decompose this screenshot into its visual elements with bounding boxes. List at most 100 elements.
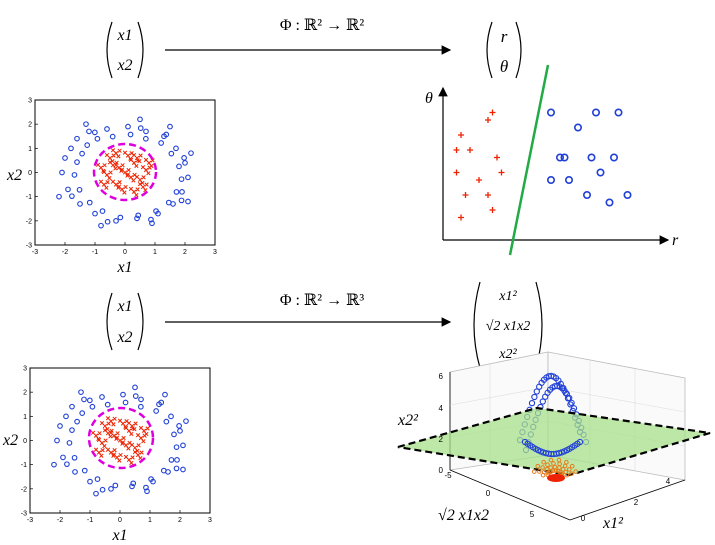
- red-point: [146, 171, 151, 176]
- red-point: [134, 192, 139, 198]
- red-point: [541, 459, 546, 465]
- r-axis-label: r: [672, 232, 679, 249]
- red-point: [96, 436, 101, 441]
- red-plus-point: [453, 169, 460, 176]
- blue-point: [143, 128, 149, 135]
- red-point: [134, 163, 139, 169]
- red-point: [123, 424, 128, 429]
- blue-point: [120, 391, 126, 398]
- blue-point: [86, 199, 93, 206]
- blue-point: [576, 438, 584, 446]
- mapping-label: Φ : ℝ² → ℝ³: [280, 292, 365, 309]
- y-tick-label: 1: [28, 146, 32, 153]
- blue-point: [180, 466, 186, 473]
- blue-point: [112, 482, 119, 489]
- blue-point: [562, 389, 569, 396]
- red-plus-point: [494, 154, 500, 161]
- mapping-label: Φ : ℝ² → ℝ²: [280, 17, 365, 34]
- row2-output-vector: x1² √2 x1x2 x2²: [473, 281, 543, 369]
- blue-point: [137, 125, 144, 131]
- theta-axis-label: θ: [425, 90, 433, 107]
- blue-point: [168, 413, 174, 420]
- red-point: [141, 439, 146, 444]
- blue-point: [122, 399, 129, 406]
- blue-point: [143, 484, 149, 491]
- blue-circle-point: [564, 176, 573, 185]
- blue-point: [51, 461, 57, 468]
- blue-class-points: [51, 384, 189, 497]
- blue-point: [89, 403, 96, 410]
- red-point: [138, 455, 143, 461]
- red-point: [115, 431, 120, 436]
- blue-point: [56, 193, 62, 200]
- blue-point: [564, 395, 572, 402]
- red-point: [107, 175, 112, 181]
- blue-point: [91, 129, 98, 136]
- red-point: [110, 158, 115, 164]
- x-tick-label: 1: [153, 249, 157, 256]
- blue-point: [60, 454, 66, 461]
- x-tick-label: 0: [123, 249, 127, 256]
- vector-entry: x1: [116, 298, 132, 315]
- blue-point: [176, 163, 182, 170]
- red-point: [531, 469, 537, 474]
- blue-point: [71, 454, 78, 461]
- red-point: [132, 449, 138, 455]
- blue-point: [74, 135, 80, 142]
- x-axis-label: √2 x1x2: [438, 507, 489, 524]
- x-tick-label: -1: [92, 249, 98, 256]
- blue-point: [158, 399, 165, 406]
- blue-point: [81, 467, 88, 474]
- blue-point: [174, 456, 180, 463]
- red-point: [133, 421, 138, 426]
- red-class-points: [90, 416, 150, 466]
- red-point: [112, 416, 117, 421]
- red-point: [104, 152, 110, 158]
- y-axis-label: x2: [2, 432, 18, 449]
- y-tick-label: 2: [28, 122, 32, 129]
- blue-point: [78, 389, 84, 396]
- red-point: [563, 469, 569, 475]
- blue-point: [71, 172, 78, 178]
- blue-point: [148, 216, 154, 223]
- red-point: [105, 180, 110, 185]
- red-point: [130, 455, 135, 460]
- blue-point: [185, 198, 191, 205]
- red-point: [122, 190, 127, 195]
- red-point: [105, 426, 110, 432]
- decision-boundary-circle: [87, 406, 155, 470]
- blue-point: [528, 399, 536, 407]
- red-point: [137, 158, 142, 164]
- blue-point: [179, 188, 185, 195]
- red-point: [143, 157, 149, 163]
- right-paren: [137, 21, 144, 79]
- red-plus-point: [458, 132, 464, 138]
- blue-circle-point: [596, 168, 605, 177]
- decision-boundary-circle: [92, 142, 158, 202]
- red-point: [138, 153, 143, 158]
- blue-point: [98, 222, 104, 229]
- red-point: [137, 181, 143, 187]
- red-point: [132, 426, 137, 432]
- blue-point: [531, 393, 538, 401]
- x-tick-label: 0: [118, 517, 122, 524]
- blue-point: [54, 437, 60, 444]
- x-tick-label: -3: [32, 249, 38, 256]
- blue-point: [138, 396, 144, 403]
- blue-circle-point: [582, 191, 591, 200]
- z-axis-label: x2²: [397, 412, 419, 429]
- y-axis-label: x2: [6, 167, 22, 184]
- red-plus-point: [453, 147, 460, 153]
- red-point: [117, 180, 122, 185]
- red-point: [144, 431, 149, 437]
- red-point: [120, 440, 126, 445]
- red-point: [101, 168, 106, 173]
- red-class-points: [453, 109, 505, 221]
- axis-line: [569, 479, 686, 521]
- red-point: [97, 431, 102, 436]
- y-tick-label: 0: [581, 514, 586, 523]
- blue-class-points: [56, 116, 194, 229]
- blue-point: [173, 444, 180, 451]
- red-point: [102, 428, 108, 433]
- red-point: [537, 469, 542, 474]
